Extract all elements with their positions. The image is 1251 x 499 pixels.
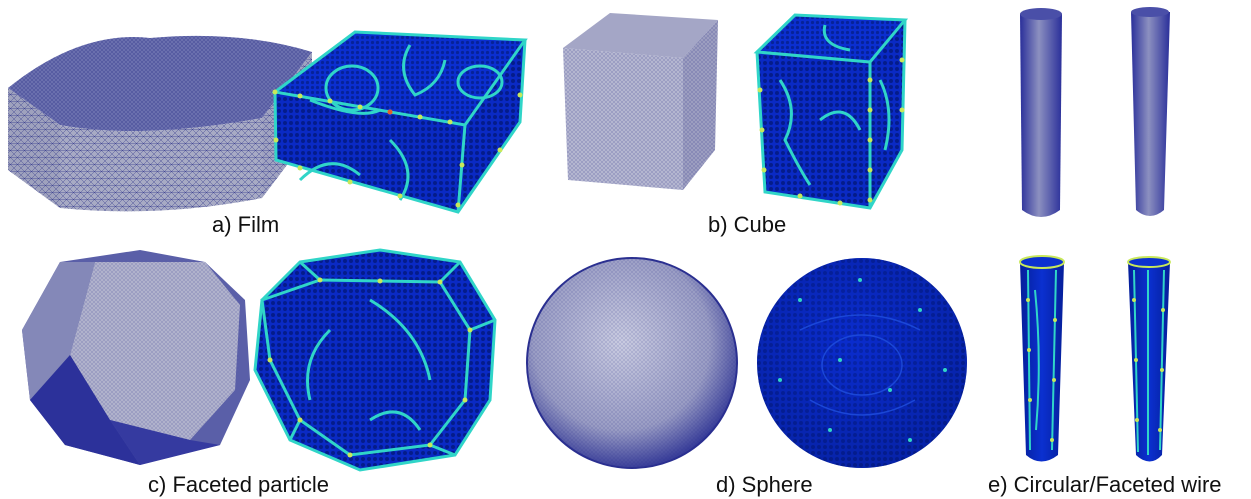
film-atoms-image xyxy=(271,30,528,214)
sphere-atoms-image xyxy=(757,258,967,468)
cube-atoms-image xyxy=(753,13,909,210)
caption-sphere: d) Sphere xyxy=(716,472,813,497)
faceted-particle-atoms-image xyxy=(253,248,497,472)
film-mesh-image xyxy=(8,35,312,212)
caption-film: a) Film xyxy=(212,212,279,237)
sphere-mesh-image xyxy=(526,257,738,469)
faceted-wire-mesh-image xyxy=(1131,7,1170,216)
circular-wire-mesh-image xyxy=(1020,8,1062,217)
caption-wire: e) Circular/Faceted wire xyxy=(988,472,1222,497)
caption-faceted-particle: c) Faceted particle xyxy=(148,472,329,497)
faceted-particle-mesh-image xyxy=(22,250,250,465)
caption-cube: b) Cube xyxy=(708,212,786,237)
faceted-wire-atoms-image xyxy=(1127,256,1171,462)
circular-wire-atoms-image xyxy=(1019,255,1065,462)
cube-mesh-image xyxy=(563,13,718,190)
